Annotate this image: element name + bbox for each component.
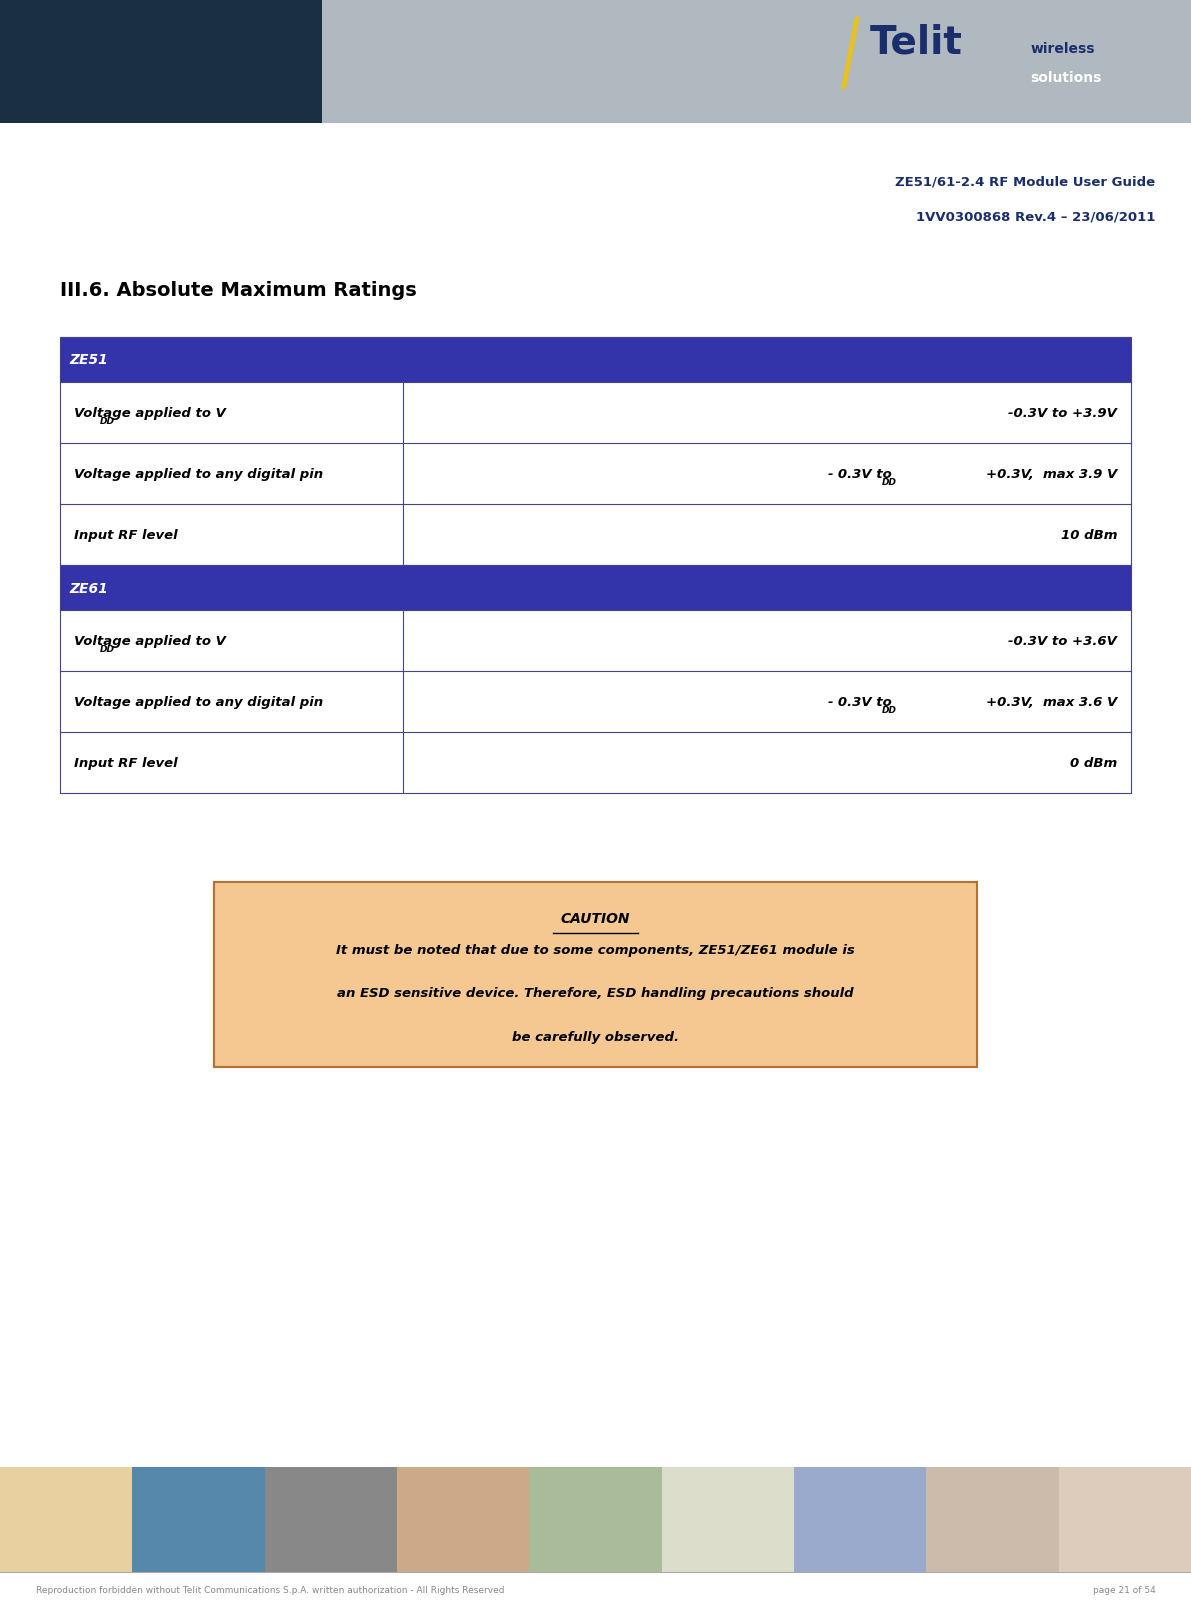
- FancyBboxPatch shape: [0, 1467, 1191, 1572]
- FancyBboxPatch shape: [397, 1467, 529, 1572]
- Text: It must be noted that due to some components, ZE51/ZE61 module is: It must be noted that due to some compon…: [336, 943, 855, 956]
- Text: be carefully observed.: be carefully observed.: [512, 1030, 679, 1043]
- Text: Input RF level: Input RF level: [74, 529, 177, 542]
- Text: ZE51: ZE51: [69, 354, 108, 366]
- Text: - 0.3V to: - 0.3V to: [829, 696, 897, 709]
- Text: CAUTION: CAUTION: [561, 911, 630, 926]
- Text: Reproduction forbidden without Telit Communications S.p.A. written authorization: Reproduction forbidden without Telit Com…: [36, 1585, 504, 1594]
- Text: ZE51/61-2.4 RF Module User Guide: ZE51/61-2.4 RF Module User Guide: [896, 175, 1155, 188]
- Text: - 0.3V to: - 0.3V to: [829, 468, 897, 480]
- FancyBboxPatch shape: [264, 1467, 397, 1572]
- FancyBboxPatch shape: [0, 0, 322, 124]
- FancyBboxPatch shape: [927, 1467, 1059, 1572]
- FancyBboxPatch shape: [60, 382, 1131, 444]
- FancyBboxPatch shape: [132, 1467, 264, 1572]
- Text: page 21 of 54: page 21 of 54: [1092, 1585, 1155, 1594]
- FancyBboxPatch shape: [214, 882, 977, 1067]
- FancyBboxPatch shape: [60, 566, 1131, 611]
- FancyBboxPatch shape: [60, 733, 1131, 794]
- Text: an ESD sensitive device. Therefore, ESD handling precautions should: an ESD sensitive device. Therefore, ESD …: [337, 987, 854, 1000]
- Text: Voltage applied to V: Voltage applied to V: [74, 635, 226, 648]
- Text: DD: DD: [881, 477, 897, 487]
- FancyBboxPatch shape: [1059, 1467, 1191, 1572]
- FancyBboxPatch shape: [0, 1572, 1191, 1607]
- FancyBboxPatch shape: [662, 1467, 794, 1572]
- Text: DD: DD: [881, 705, 897, 715]
- FancyBboxPatch shape: [794, 1467, 927, 1572]
- Text: solutions: solutions: [1030, 71, 1102, 85]
- Text: +0.3V,  max 3.9 V: +0.3V, max 3.9 V: [986, 468, 1117, 480]
- Text: DD: DD: [100, 644, 116, 654]
- Text: DD: DD: [100, 416, 116, 426]
- FancyBboxPatch shape: [60, 672, 1131, 733]
- Text: Telit: Telit: [869, 24, 962, 61]
- FancyBboxPatch shape: [60, 505, 1131, 566]
- Text: Input RF level: Input RF level: [74, 757, 177, 770]
- Text: 1VV0300868 Rev.4 – 23/06/2011: 1VV0300868 Rev.4 – 23/06/2011: [916, 211, 1155, 223]
- FancyBboxPatch shape: [322, 0, 1191, 124]
- FancyBboxPatch shape: [60, 611, 1131, 672]
- FancyBboxPatch shape: [60, 337, 1131, 382]
- Text: 10 dBm: 10 dBm: [1061, 529, 1117, 542]
- FancyBboxPatch shape: [529, 1467, 662, 1572]
- Text: wireless: wireless: [1030, 42, 1095, 56]
- FancyBboxPatch shape: [60, 444, 1131, 505]
- Text: Voltage applied to any digital pin: Voltage applied to any digital pin: [74, 696, 323, 709]
- Text: III.6. Absolute Maximum Ratings: III.6. Absolute Maximum Ratings: [60, 281, 417, 301]
- Text: Voltage applied to V: Voltage applied to V: [74, 407, 226, 419]
- Text: ZE61: ZE61: [69, 582, 108, 595]
- Text: 0 dBm: 0 dBm: [1070, 757, 1117, 770]
- Text: Voltage applied to any digital pin: Voltage applied to any digital pin: [74, 468, 323, 480]
- Text: -0.3V to +3.6V: -0.3V to +3.6V: [1009, 635, 1117, 648]
- FancyBboxPatch shape: [0, 1467, 132, 1572]
- Text: +0.3V,  max 3.6 V: +0.3V, max 3.6 V: [986, 696, 1117, 709]
- Text: -0.3V to +3.9V: -0.3V to +3.9V: [1009, 407, 1117, 419]
